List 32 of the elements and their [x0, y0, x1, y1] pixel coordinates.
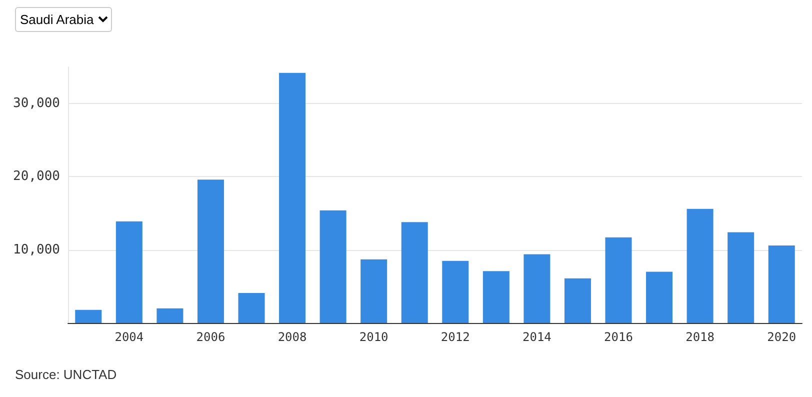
- bar: [238, 293, 265, 323]
- bar: [728, 232, 754, 323]
- bar: [768, 245, 795, 323]
- bar: [482, 271, 510, 323]
- x-tick-label: 2014: [522, 330, 552, 344]
- y-tick-label: 10,000: [13, 242, 60, 258]
- bar: [605, 237, 632, 323]
- bar: [360, 259, 388, 323]
- bar: [320, 210, 346, 323]
- bar: [75, 310, 102, 323]
- bar: [279, 72, 306, 323]
- x-tick-label: 2012: [440, 330, 470, 344]
- bar: [401, 222, 428, 323]
- x-tick-label: 2006: [196, 330, 226, 344]
- x-tick-label: 2020: [767, 330, 796, 344]
- bar: [686, 208, 714, 323]
- country-dropdown: Saudi Arabia: [15, 7, 112, 32]
- bar: [564, 278, 591, 323]
- x-tick-label: 2004: [114, 330, 144, 344]
- bar: [116, 221, 142, 323]
- x-tick-label: 2010: [359, 330, 388, 344]
- y-tick-label: 20,000: [13, 169, 60, 184]
- bar: [524, 254, 550, 323]
- x-tick-label: 2018: [686, 330, 715, 344]
- bar: [646, 272, 673, 323]
- bar: [442, 260, 469, 323]
- bar: [156, 308, 184, 323]
- x-tick-label: 2008: [278, 330, 307, 344]
- y-tick-label: 30,000: [13, 96, 60, 112]
- source-note: Source: UNCTAD: [15, 367, 117, 382]
- x-tick-label: 2016: [604, 330, 633, 344]
- bar: [197, 180, 224, 323]
